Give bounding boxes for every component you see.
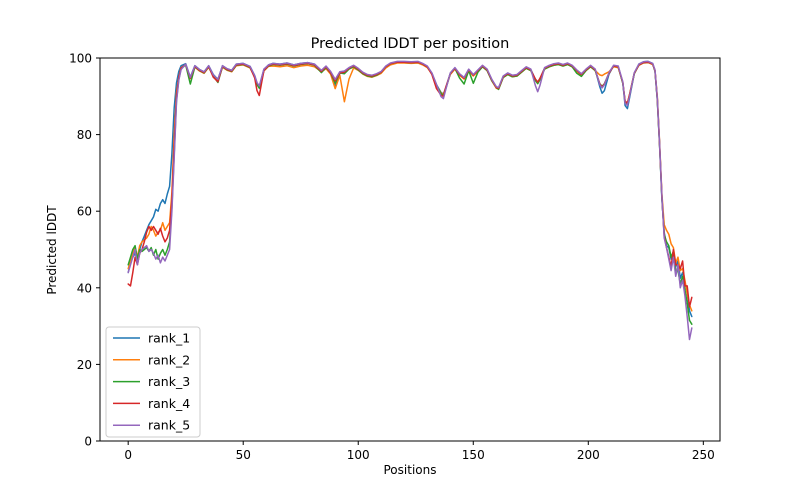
legend-entry-rank_4: rank_4 xyxy=(113,396,190,411)
legend-entry-rank_5: rank_5 xyxy=(113,418,190,433)
axes-layer: 0 50 100 150 200 250 0 20 40 60 80 100 xyxy=(69,52,721,462)
x-tick-label: 150 xyxy=(462,448,485,462)
series-line-rank_1 xyxy=(127,60,693,318)
y-axis-label: Predicted lDDT xyxy=(45,205,59,295)
x-tick-label: 250 xyxy=(692,448,715,462)
x-tick-label: 50 xyxy=(236,448,251,462)
series-line-rank_4 xyxy=(127,61,693,308)
legend-entry-rank_3: rank_3 xyxy=(113,374,190,389)
y-tick-label: 40 xyxy=(77,281,92,295)
plot-border xyxy=(99,57,721,442)
legend-label: rank_5 xyxy=(148,418,190,433)
y-tick-label: 80 xyxy=(77,128,92,142)
series-line-rank_3 xyxy=(127,61,693,325)
y-tick-label: 0 xyxy=(84,435,92,449)
x-tick-label: 200 xyxy=(577,448,600,462)
legend-label: rank_3 xyxy=(148,374,190,389)
y-tick-label: 20 xyxy=(77,358,92,372)
x-tick-label: 0 xyxy=(124,448,132,462)
x-tick-label: 100 xyxy=(347,448,370,462)
series-line-rank_5 xyxy=(127,60,693,341)
legend-entry-rank_1: rank_1 xyxy=(113,331,190,346)
legend: rank_1 rank_2 rank_3 rank_4 rank_5 xyxy=(105,326,201,438)
x-axis-label: Positions xyxy=(384,463,437,477)
legend-label: rank_2 xyxy=(148,352,190,367)
legend-label: rank_1 xyxy=(148,331,190,346)
legend-entry-rank_2: rank_2 xyxy=(113,352,190,367)
y-tick-label: 100 xyxy=(69,52,92,66)
chart-title: Predicted lDDT per position xyxy=(311,36,510,52)
series-line-rank_2 xyxy=(127,61,693,312)
series-layer xyxy=(127,60,693,341)
legend-box xyxy=(105,326,201,438)
legend-label: rank_4 xyxy=(148,396,190,411)
y-tick-label: 60 xyxy=(77,205,92,219)
